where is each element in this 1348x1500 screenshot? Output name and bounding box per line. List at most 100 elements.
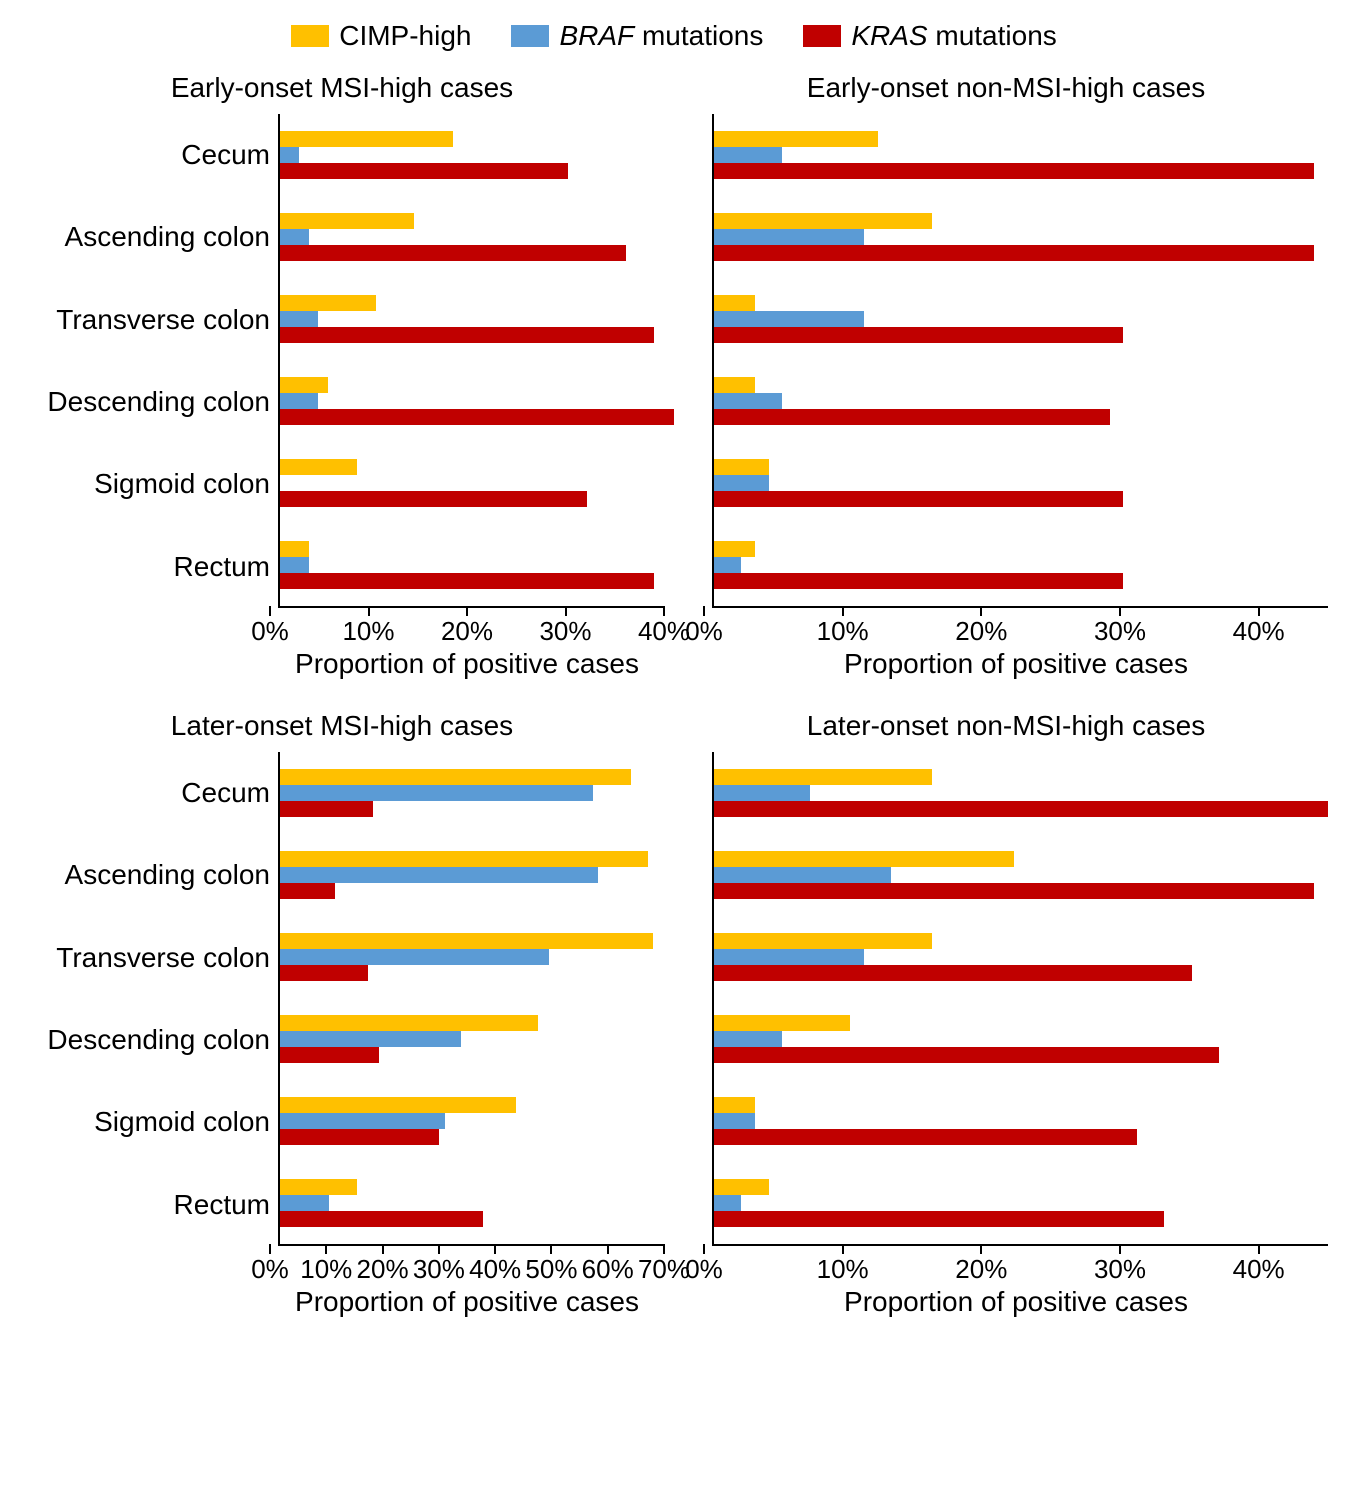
bar-braf [280, 311, 318, 327]
x-tick [325, 1244, 327, 1254]
bar-cimp [714, 377, 755, 393]
y-labels [684, 114, 712, 608]
x-tick-label: 40% [1233, 616, 1285, 647]
x-axis-wrap: 0%10%20%30%40% [684, 1246, 1328, 1286]
x-axis-wrap: 0%10%20%30%40% [684, 608, 1328, 648]
bar-kras [280, 163, 568, 179]
bar-kras [714, 491, 1123, 507]
bar-group [280, 1080, 664, 1162]
bar-group [280, 360, 664, 442]
bar-kras [714, 327, 1123, 343]
legend-swatch [803, 25, 841, 47]
y-label: Transverse colon [20, 942, 270, 974]
bar-cimp [714, 851, 1014, 867]
bar-cimp [280, 1097, 516, 1113]
bar-group [714, 1162, 1328, 1244]
x-tick-label: 40% [1233, 1254, 1285, 1285]
legend-item: BRAF mutations [511, 20, 763, 52]
bar-cimp [280, 131, 453, 147]
x-tick [980, 1244, 982, 1254]
bar-cimp [280, 541, 309, 557]
x-tick-label: 30% [1094, 616, 1146, 647]
x-tick [1119, 1244, 1121, 1254]
bar-cimp [714, 295, 755, 311]
legend-item: KRAS mutations [803, 20, 1056, 52]
y-labels: CecumAscending colonTransverse colonDesc… [20, 114, 278, 608]
bar-cimp [714, 1015, 850, 1031]
bar-group [714, 998, 1328, 1080]
legend-item: CIMP-high [291, 20, 471, 52]
x-tick [607, 1244, 609, 1254]
bar-braf [714, 393, 782, 409]
bar-braf [280, 867, 598, 883]
y-label: Transverse colon [20, 304, 270, 336]
x-axis: 0%10%20%30%40% [270, 608, 664, 648]
bar-group [280, 524, 664, 606]
chart-wrap [684, 752, 1328, 1246]
bar-group [280, 834, 664, 916]
bar-kras [280, 491, 587, 507]
bar-cimp [714, 459, 769, 475]
x-tick-label: 30% [539, 616, 591, 647]
x-tick [269, 1244, 271, 1254]
panel-early-nonmsi: Early-onset non-MSI-high cases0%10%20%30… [684, 72, 1328, 680]
bar-braf [280, 229, 309, 245]
bar-group [714, 278, 1328, 360]
bar-group [280, 998, 664, 1080]
x-tick-label: 0% [251, 1254, 289, 1285]
x-tick-label: 40% [469, 1254, 521, 1285]
bar-group [714, 752, 1328, 834]
y-label: Descending colon [20, 386, 270, 418]
bar-kras [280, 965, 368, 981]
bar-braf [714, 229, 864, 245]
y-labels: CecumAscending colonTransverse colonDesc… [20, 752, 278, 1246]
bar-group [280, 442, 664, 524]
x-tick-label: 20% [955, 1254, 1007, 1285]
y-label: Sigmoid colon [20, 1106, 270, 1138]
bar-cimp [714, 131, 878, 147]
bar-braf [714, 1113, 755, 1129]
bar-group [714, 834, 1328, 916]
bar-braf [714, 1195, 741, 1211]
legend-swatch [291, 25, 329, 47]
bar-cimp [280, 1179, 357, 1195]
bar-cimp [714, 1097, 755, 1113]
legend-label: BRAF mutations [559, 20, 763, 52]
bar-braf [280, 147, 299, 163]
bar-group [714, 524, 1328, 606]
x-tick-label: 50% [525, 1254, 577, 1285]
bar-group [280, 114, 664, 196]
x-tick [980, 606, 982, 616]
bar-braf [280, 393, 318, 409]
bar-cimp [714, 933, 932, 949]
y-labels [684, 752, 712, 1246]
bar-kras [714, 801, 1328, 817]
x-tick-label: 20% [955, 616, 1007, 647]
x-tick [466, 606, 468, 616]
x-tick-label: 30% [413, 1254, 465, 1285]
bar-kras [280, 409, 674, 425]
legend-swatch [511, 25, 549, 47]
bar-cimp [714, 769, 932, 785]
x-tick [1258, 1244, 1260, 1254]
x-tick [368, 606, 370, 616]
bar-group [714, 114, 1328, 196]
y-label: Descending colon [20, 1024, 270, 1056]
panels-grid: Early-onset MSI-high casesCecumAscending… [20, 72, 1328, 1318]
x-axis: 0%10%20%30%40%50%60%70% [270, 1246, 664, 1286]
panel-title: Later-onset MSI-high cases [20, 710, 664, 742]
bar-braf [714, 867, 891, 883]
bar-kras [714, 1211, 1164, 1227]
bar-braf [714, 475, 769, 491]
x-tick-label: 20% [357, 1254, 409, 1285]
bar-kras [280, 1129, 439, 1145]
bar-kras [714, 965, 1192, 981]
y-label: Cecum [20, 777, 270, 809]
bar-braf [280, 557, 309, 573]
plot-area [712, 752, 1328, 1246]
x-tick-label: 10% [817, 616, 869, 647]
bar-braf [714, 949, 864, 965]
x-tick-label: 60% [582, 1254, 634, 1285]
legend: CIMP-high BRAF mutations KRAS mutations [20, 20, 1328, 52]
x-tick [842, 606, 844, 616]
